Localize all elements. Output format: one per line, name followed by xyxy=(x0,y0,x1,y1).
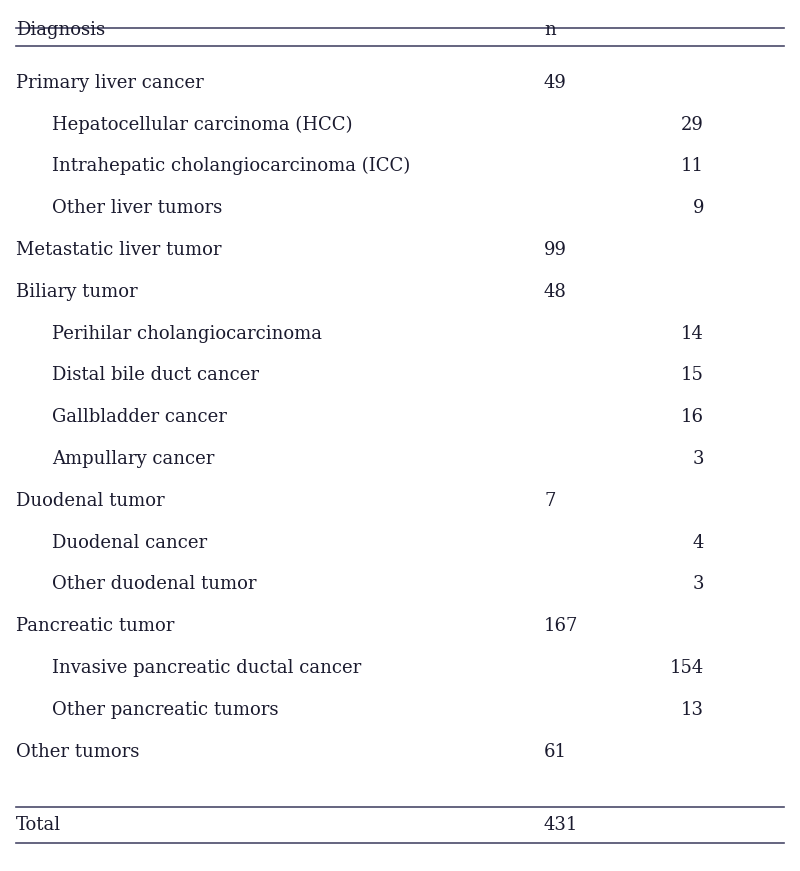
Text: 13: 13 xyxy=(681,701,704,719)
Text: 431: 431 xyxy=(544,816,578,834)
Text: Metastatic liver tumor: Metastatic liver tumor xyxy=(16,241,222,259)
Text: 16: 16 xyxy=(681,408,704,426)
Text: 99: 99 xyxy=(544,241,567,259)
Text: Pancreatic tumor: Pancreatic tumor xyxy=(16,618,174,635)
Text: Gallbladder cancer: Gallbladder cancer xyxy=(52,408,227,426)
Text: Ampullary cancer: Ampullary cancer xyxy=(52,450,214,468)
Text: 11: 11 xyxy=(681,158,704,175)
Text: 9: 9 xyxy=(693,199,704,217)
Text: Invasive pancreatic ductal cancer: Invasive pancreatic ductal cancer xyxy=(52,659,362,677)
Text: Other pancreatic tumors: Other pancreatic tumors xyxy=(52,701,278,719)
Text: 49: 49 xyxy=(544,74,567,91)
Text: Diagnosis: Diagnosis xyxy=(16,21,105,39)
Text: Other duodenal tumor: Other duodenal tumor xyxy=(52,576,257,593)
Text: 48: 48 xyxy=(544,283,567,300)
Text: 14: 14 xyxy=(681,325,704,342)
Text: Duodenal tumor: Duodenal tumor xyxy=(16,492,165,510)
Text: 7: 7 xyxy=(544,492,555,510)
Text: Hepatocellular carcinoma (HCC): Hepatocellular carcinoma (HCC) xyxy=(52,116,353,133)
Text: 3: 3 xyxy=(693,576,704,593)
Text: 4: 4 xyxy=(693,534,704,551)
Text: Total: Total xyxy=(16,816,61,834)
Text: Other tumors: Other tumors xyxy=(16,743,139,760)
Text: 167: 167 xyxy=(544,618,578,635)
Text: Perihilar cholangiocarcinoma: Perihilar cholangiocarcinoma xyxy=(52,325,322,342)
Text: Biliary tumor: Biliary tumor xyxy=(16,283,138,300)
Text: 154: 154 xyxy=(670,659,704,677)
Text: 3: 3 xyxy=(693,450,704,468)
Text: Other liver tumors: Other liver tumors xyxy=(52,199,222,217)
Text: 61: 61 xyxy=(544,743,567,760)
Text: Duodenal cancer: Duodenal cancer xyxy=(52,534,207,551)
Text: Distal bile duct cancer: Distal bile duct cancer xyxy=(52,367,259,384)
Text: Primary liver cancer: Primary liver cancer xyxy=(16,74,204,91)
Text: 15: 15 xyxy=(681,367,704,384)
Text: 29: 29 xyxy=(681,116,704,133)
Text: n: n xyxy=(544,21,556,39)
Text: Intrahepatic cholangiocarcinoma (ICC): Intrahepatic cholangiocarcinoma (ICC) xyxy=(52,158,410,175)
